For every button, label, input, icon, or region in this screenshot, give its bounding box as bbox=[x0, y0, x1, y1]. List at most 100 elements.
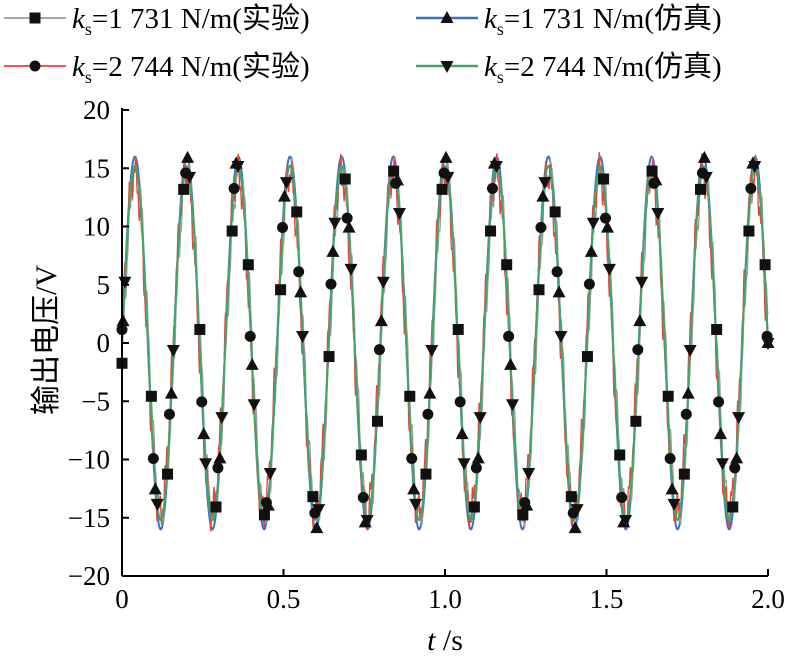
legend-symbol: k bbox=[72, 3, 86, 35]
legend-subscript: s bbox=[85, 19, 92, 39]
data-point-triangle-down bbox=[360, 514, 374, 527]
legend-label: ks=1 731 N/m(仿真) bbox=[484, 2, 722, 39]
y-tick-label: 5 bbox=[97, 270, 111, 300]
data-point-circle bbox=[212, 462, 224, 474]
data-point-square bbox=[565, 491, 577, 503]
data-point-triangle-down bbox=[635, 276, 649, 289]
legend-text-rest: =1 731 N/m(实验) bbox=[92, 2, 310, 35]
data-point-square bbox=[646, 165, 658, 177]
legend: ks=1 731 N/m(实验)ks=2 744 N/m(实验)ks=1 731… bbox=[4, 2, 722, 87]
legend-label: ks=2 744 N/m(实验) bbox=[72, 50, 310, 87]
data-point-circle bbox=[277, 222, 289, 234]
data-point-square bbox=[614, 449, 626, 461]
data-point-circle bbox=[470, 462, 482, 474]
data-point-triangle-up bbox=[374, 314, 388, 327]
data-point-triangle-up bbox=[181, 150, 195, 163]
legend-subscript: s bbox=[497, 67, 504, 87]
data-point-triangle-up bbox=[391, 173, 405, 186]
data-point-triangle-down bbox=[312, 504, 326, 517]
series-line bbox=[121, 164, 769, 522]
data-point-triangle-down bbox=[748, 161, 762, 174]
data-point-circle bbox=[729, 462, 741, 474]
x-axis-separator: / bbox=[435, 624, 452, 657]
data-point-square bbox=[291, 206, 303, 218]
data-point-square bbox=[420, 468, 432, 480]
data-point-triangle-up bbox=[148, 482, 162, 495]
y-axis-label: 输出电压/V bbox=[30, 265, 63, 415]
data-point-triangle-down bbox=[586, 217, 600, 230]
data-point-triangle-up bbox=[520, 498, 534, 511]
data-point-circle bbox=[745, 183, 757, 195]
data-point-triangle-up bbox=[584, 244, 598, 257]
data-point-square bbox=[581, 351, 593, 363]
data-point-triangle-down bbox=[328, 217, 342, 230]
data-point-circle bbox=[535, 222, 547, 234]
data-point-triangle-up bbox=[665, 482, 679, 495]
data-point-square bbox=[598, 173, 610, 185]
data-point-circle bbox=[373, 344, 385, 356]
legend-entry: ks=2 744 N/m(仿真) bbox=[416, 50, 722, 87]
data-point-circle bbox=[196, 396, 208, 408]
legend-subscript: s bbox=[497, 19, 504, 39]
legend-symbol: k bbox=[484, 51, 498, 83]
y-tick-label: 0 bbox=[97, 328, 111, 358]
data-point-triangle-down bbox=[522, 468, 536, 481]
data-point-triangle-up bbox=[568, 521, 582, 534]
data-point-circle bbox=[486, 183, 498, 195]
data-point-triangle-up bbox=[504, 357, 518, 370]
data-point-circle bbox=[406, 452, 418, 464]
data-point-triangle-down bbox=[440, 61, 454, 73]
data-point-triangle-up bbox=[714, 427, 728, 440]
data-point-triangle-up bbox=[407, 482, 421, 495]
data-point-triangle-down bbox=[441, 171, 455, 184]
data-point-circle bbox=[357, 491, 369, 503]
data-point-triangle-up bbox=[697, 150, 711, 163]
legend-text-rest: =2 744 N/m(仿真) bbox=[504, 50, 722, 83]
data-point-square bbox=[549, 206, 561, 218]
data-point-triangle-up bbox=[423, 386, 437, 399]
y-tick-label: −15 bbox=[68, 503, 110, 533]
data-point-triangle-down bbox=[150, 498, 164, 511]
data-point-triangle-down bbox=[199, 458, 213, 471]
data-point-circle bbox=[454, 396, 466, 408]
data-point-triangle-down bbox=[279, 177, 293, 190]
x-axis-symbol: t bbox=[427, 624, 436, 657]
data-point-triangle-down bbox=[489, 161, 503, 174]
data-point-triangle-down bbox=[183, 171, 197, 184]
data-point-square bbox=[485, 225, 497, 237]
legend-label: ks=1 731 N/m(实验) bbox=[72, 2, 310, 39]
data-point-square bbox=[258, 509, 270, 521]
markers bbox=[116, 150, 775, 534]
data-point-triangle-down bbox=[732, 412, 746, 425]
data-point-square bbox=[711, 323, 723, 335]
data-point-triangle-down bbox=[409, 498, 423, 511]
data-point-square bbox=[307, 491, 319, 503]
data-point-square bbox=[388, 165, 400, 177]
data-point-triangle-up bbox=[342, 220, 356, 233]
data-point-square bbox=[501, 259, 513, 271]
data-point-triangle-down bbox=[231, 161, 245, 174]
data-point-triangle-down bbox=[761, 338, 775, 350]
data-point-triangle-up bbox=[455, 427, 469, 440]
data-point-triangle-up bbox=[633, 314, 647, 327]
y-tick-label: 15 bbox=[83, 153, 110, 183]
data-point-square bbox=[275, 284, 287, 296]
data-point-circle bbox=[293, 266, 305, 278]
data-point-triangle-up bbox=[245, 357, 259, 370]
x-tick-label: 1.0 bbox=[428, 584, 462, 614]
legend-entry: ks=1 731 N/m(仿真) bbox=[416, 2, 722, 39]
data-point-circle bbox=[341, 212, 353, 224]
x-tick-label: 1.5 bbox=[590, 584, 624, 614]
data-point-triangle-down bbox=[619, 514, 633, 527]
x-tick-label: 0 bbox=[115, 584, 129, 614]
data-point-triangle-down bbox=[166, 344, 180, 357]
data-point-triangle-up bbox=[730, 451, 744, 464]
x-tick-label: 0.5 bbox=[267, 584, 301, 614]
data-point-triangle-down bbox=[570, 504, 584, 517]
data-point-square bbox=[517, 509, 529, 521]
y-tick-label: −10 bbox=[68, 445, 110, 475]
data-point-triangle-up bbox=[681, 386, 695, 399]
data-point-triangle-down bbox=[296, 331, 310, 344]
legend-entry: ks=1 731 N/m(实验) bbox=[4, 2, 310, 39]
data-point-circle bbox=[244, 330, 256, 342]
